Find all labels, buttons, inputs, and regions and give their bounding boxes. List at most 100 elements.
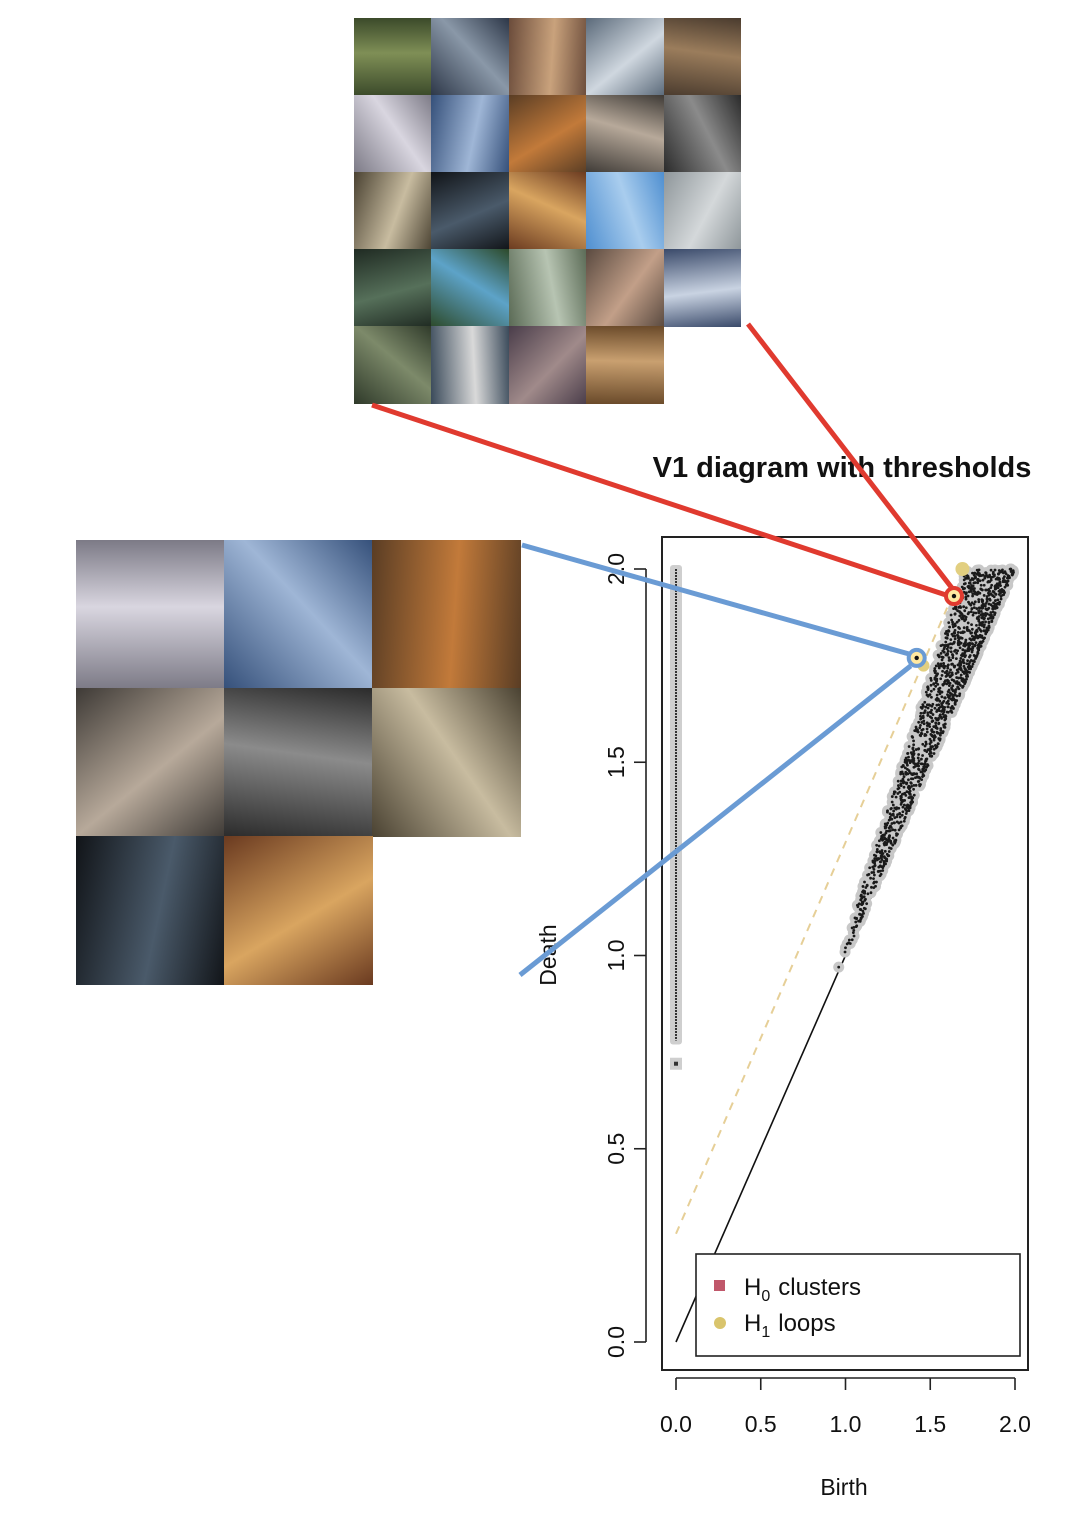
h1-point — [947, 656, 951, 660]
h1-point — [920, 732, 924, 736]
h1-point — [862, 906, 866, 910]
h1-point — [964, 618, 968, 621]
h1-point — [964, 615, 968, 619]
h1-point — [924, 742, 928, 746]
h1-point — [962, 605, 966, 609]
h1-point — [962, 630, 966, 634]
photo-thumbnail — [76, 688, 225, 837]
h1-point — [847, 938, 851, 942]
h1-point — [975, 624, 978, 627]
h1-point — [956, 649, 960, 653]
h1-point — [859, 894, 863, 898]
h1-point — [878, 869, 882, 873]
h1-point — [926, 711, 930, 715]
h1-point — [990, 583, 994, 587]
h1-point — [881, 833, 885, 837]
h1-point — [967, 647, 971, 650]
h1-point — [961, 587, 965, 591]
h1-point — [988, 598, 992, 602]
h1-point — [988, 616, 992, 620]
photo-thumbnail — [431, 249, 510, 327]
h1-point — [951, 684, 955, 688]
h1-point — [968, 643, 972, 647]
y-axis: 0.00.51.01.52.0 — [603, 553, 647, 1358]
h1-point — [977, 619, 981, 623]
h1-point — [967, 584, 971, 588]
h1-point — [937, 706, 941, 710]
h1-point — [953, 634, 957, 638]
h1-point — [1007, 576, 1010, 580]
h1-point — [905, 805, 909, 809]
h1-point — [889, 840, 893, 844]
h1-point — [986, 617, 990, 621]
h1-point — [973, 576, 977, 580]
h1-point — [959, 631, 963, 635]
h1-point — [883, 826, 887, 830]
h1-point — [955, 651, 959, 655]
h1-point — [897, 821, 901, 825]
h1-point — [919, 762, 923, 766]
h1-point — [921, 703, 925, 707]
h1-point — [943, 706, 947, 709]
h1-point — [999, 589, 1003, 593]
h1-point — [912, 743, 916, 747]
h1-point — [958, 610, 962, 614]
h1-point — [969, 610, 973, 614]
h1-point — [916, 780, 920, 783]
h1-point — [932, 687, 936, 691]
h1-point — [968, 670, 971, 674]
h1-point — [966, 629, 969, 632]
h1-point — [1002, 580, 1006, 583]
h1-point — [890, 795, 894, 798]
h1-point — [956, 663, 960, 667]
h1-point — [987, 621, 991, 625]
h1-point — [863, 891, 866, 895]
h1-point — [909, 760, 912, 763]
h1-point — [979, 587, 983, 591]
h1-point — [938, 692, 942, 696]
h1-point — [903, 758, 907, 762]
legend-swatch-loops — [714, 1317, 726, 1329]
h1-point — [970, 642, 974, 645]
h1-point — [951, 695, 955, 699]
photo-thumbnail — [76, 540, 225, 689]
h1-point — [982, 603, 985, 607]
h1-point — [984, 632, 988, 636]
h1-point — [961, 685, 964, 689]
h1-point — [946, 673, 949, 677]
h1-point — [890, 817, 894, 821]
h1-point — [977, 600, 981, 604]
h1-point — [962, 590, 966, 594]
h1-point — [949, 706, 953, 710]
h1-point — [993, 585, 997, 588]
h1-point — [988, 580, 992, 584]
h1-point — [937, 687, 941, 691]
h1-point — [917, 768, 921, 771]
h1-point — [951, 653, 955, 657]
h1-point — [982, 616, 986, 620]
h1-point — [972, 611, 976, 615]
h1-point — [883, 849, 887, 853]
h1-point — [893, 816, 897, 820]
h1-point — [950, 662, 954, 666]
h1-point — [890, 813, 893, 817]
h1-point — [937, 703, 941, 707]
h1-point — [982, 625, 986, 629]
h1-point — [952, 678, 956, 682]
h1-point — [972, 602, 976, 606]
h1-point — [1003, 585, 1007, 589]
h1-point — [952, 607, 956, 611]
h1-point — [922, 719, 926, 723]
photo-thumbnail — [224, 688, 373, 837]
h1-point — [859, 916, 863, 920]
h1-point — [872, 873, 876, 877]
h1-point — [969, 578, 972, 582]
h1-point — [967, 664, 971, 668]
h1-point — [978, 579, 982, 583]
h1-point — [942, 725, 946, 728]
h1-point — [970, 607, 974, 610]
h1-point — [923, 762, 927, 765]
h1-loop-marker — [955, 562, 970, 576]
h1-point — [966, 659, 969, 663]
h1-point — [917, 720, 921, 724]
